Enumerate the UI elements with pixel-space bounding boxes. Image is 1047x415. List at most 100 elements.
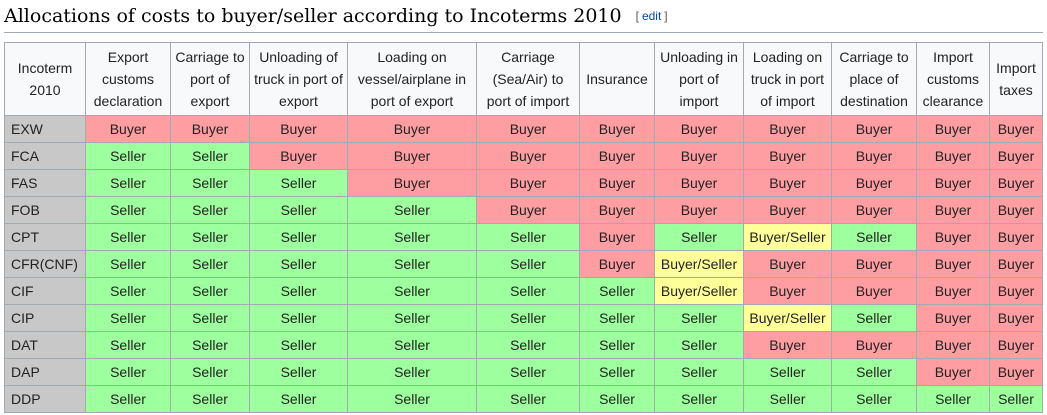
incoterm-cell: FAS [4,169,86,197]
col-header-import-customs[interactable]: Import customs clearance [916,42,990,116]
allocation-cell: Buyer [249,115,348,143]
allocation-cell: Buyer [831,169,917,197]
allocation-cell: Buyer [476,142,580,170]
allocation-cell: Buyer [831,142,917,170]
edit-section: [edit] [636,9,668,23]
col-header-loading-vessel-export[interactable]: Loading on vessel/airplane in port of ex… [347,42,477,116]
allocation-cell: Buyer [743,169,832,197]
col-header-incoterm[interactable]: Incoterm 2010 [4,42,86,116]
allocation-cell: Seller [579,358,655,386]
allocation-cell: Seller [85,196,171,224]
allocation-cell: Seller [249,358,348,386]
allocation-cell: Buyer/Seller [654,277,744,305]
allocation-cell: Buyer [476,196,580,224]
allocation-cell: Buyer [579,115,655,143]
allocation-cell: Seller [743,385,832,413]
allocation-cell: Seller [249,385,348,413]
allocation-cell: Buyer [654,196,744,224]
allocation-cell: Buyer [579,169,655,197]
allocation-cell: Buyer [989,223,1043,251]
allocation-cell: Seller [579,304,655,332]
allocation-cell: Seller [85,277,171,305]
edit-bracket-close: ] [664,9,668,23]
allocation-cell: Seller [85,358,171,386]
col-header-carriage-destination[interactable]: Carriage to place of destination [831,42,917,116]
table-row: CPT Seller Seller Seller Seller Seller Buyer Se… [4,223,1043,251]
table-row: EXW Buyer Buyer Buyer Buyer Buyer Buyer Buyer Bu… [4,115,1043,143]
allocation-cell: Buyer [989,277,1043,305]
allocation-cell: Seller [85,169,171,197]
section-title: Allocations of costs to buyer/seller acc… [4,5,622,27]
col-header-loading-truck-import[interactable]: Loading on truck in port of import [743,42,832,116]
edit-link[interactable]: edit [641,9,662,23]
allocation-cell: Buyer [916,169,990,197]
allocation-cell: Buyer [743,331,832,359]
allocation-cell: Buyer [579,142,655,170]
allocation-cell: Buyer/Seller [654,250,744,278]
allocation-cell: Seller [249,331,348,359]
allocation-cell: Seller [85,385,171,413]
allocation-cell: Seller [170,331,250,359]
allocation-cell: Seller [831,304,917,332]
allocation-cell: Seller [249,250,348,278]
allocation-cell: Seller [170,250,250,278]
allocation-cell: Seller [347,223,477,251]
col-header-insurance[interactable]: Insurance [579,42,655,116]
incoterm-cell: DAT [4,331,86,359]
table-row: DDP Seller Seller Seller Seller Seller Seller S… [4,385,1043,413]
allocation-cell: Buyer [989,250,1043,278]
col-header-export-customs[interactable]: Export customs declaration [85,42,171,116]
allocation-cell: Buyer [347,115,477,143]
allocation-cell: Seller [831,385,917,413]
edit-bracket-open: [ [635,9,639,23]
allocation-cell: Seller [476,277,580,305]
table-row: CIF Seller Seller Seller Seller Seller Seller B… [4,277,1043,305]
allocation-cell: Buyer [989,115,1043,143]
allocation-cell: Seller [579,385,655,413]
allocation-cell: Seller [916,385,990,413]
allocation-cell: Seller [743,358,832,386]
col-header-carriage-to-port-export[interactable]: Carriage to port of export [170,42,250,116]
col-header-import-taxes[interactable]: Import taxes [989,42,1043,116]
col-header-unloading-truck-export[interactable]: Unloading of truck in port of export [249,42,348,116]
allocation-cell: Buyer [916,223,990,251]
col-header-carriage-sea-air[interactable]: Carriage (Sea/Air) to port of import [476,42,580,116]
allocation-cell: Seller [249,277,348,305]
section-heading: Allocations of costs to buyer/seller acc… [4,3,1043,33]
allocation-cell: Seller [476,358,580,386]
incoterm-cell: EXW [4,115,86,143]
allocation-cell: Buyer/Seller [743,304,832,332]
allocation-cell: Buyer [579,250,655,278]
allocation-cell: Seller [249,196,348,224]
allocation-cell: Seller [989,385,1043,413]
allocation-cell: Seller [831,358,917,386]
allocation-cell: Seller [347,331,477,359]
table-row: CIP Seller Seller Seller Seller Seller Seller S… [4,304,1043,332]
allocation-cell: Seller [85,223,171,251]
allocation-cell: Buyer [579,223,655,251]
allocation-cell: Seller [170,196,250,224]
incoterm-cell: CIP [4,304,86,332]
allocation-cell: Buyer [916,277,990,305]
allocation-cell: Buyer [989,304,1043,332]
allocation-cell: Seller [85,142,171,170]
allocation-cell: Buyer [989,196,1043,224]
allocation-cell: Seller [347,250,477,278]
allocation-cell: Buyer [85,115,171,143]
allocation-cell: Buyer [989,331,1043,359]
allocation-cell: Seller [579,277,655,305]
allocation-cell: Seller [347,385,477,413]
allocation-cell: Buyer [831,115,917,143]
allocation-cell: Buyer [831,250,917,278]
allocation-cell: Seller [85,304,171,332]
allocation-cell: Buyer [743,250,832,278]
header-row: Incoterm 2010 Export customs declaration… [4,42,1043,116]
allocation-cell: Seller [347,277,477,305]
table-body: EXW Buyer Buyer Buyer Buyer Buyer Buyer Buyer Bu… [4,115,1043,413]
incoterm-cell: CIF [4,277,86,305]
col-header-unloading-port-import[interactable]: Unloading in port of import [654,42,744,116]
allocation-cell: Seller [476,331,580,359]
incoterm-cell: FOB [4,196,86,224]
allocation-cell: Buyer [916,196,990,224]
allocation-cell: Buyer [916,115,990,143]
